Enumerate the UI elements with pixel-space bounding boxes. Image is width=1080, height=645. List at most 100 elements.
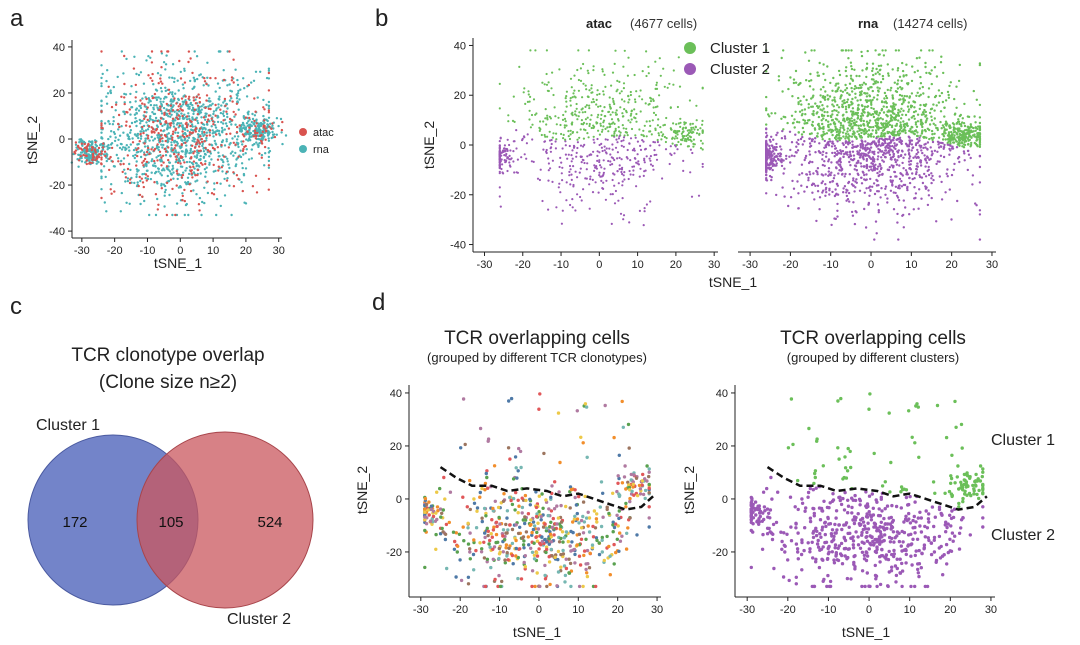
point-atac-cluster1 [580, 108, 583, 111]
point-atac-cluster1 [586, 132, 589, 135]
point-atac [183, 199, 186, 203]
point-atac [165, 121, 168, 125]
point-rna-cluster1 [813, 49, 816, 52]
point-atac-cluster2 [559, 191, 562, 194]
point-rna-cluster2 [835, 192, 838, 195]
point-rna-cluster1 [939, 120, 942, 124]
point-rna-cluster1 [781, 90, 784, 93]
point-atac-cluster1 [596, 93, 599, 96]
point-rna-cluster1 [903, 94, 906, 98]
point-rna-cluster2 [836, 149, 839, 153]
point-rna [95, 162, 98, 165]
point-rna-cluster1 [930, 129, 934, 133]
panel-b-atac-points [498, 49, 704, 227]
point-atac-cluster1 [528, 118, 531, 121]
point-rna-cluster1 [881, 77, 885, 81]
point-atac-cluster2 [599, 175, 602, 178]
point-atac-cluster1 [652, 111, 656, 114]
point-rna-cluster1 [782, 49, 785, 52]
point-rna-cluster1 [837, 82, 840, 85]
point-rna [151, 158, 154, 161]
point-rna-cluster1 [925, 71, 928, 75]
point-rna-cluster1 [935, 104, 938, 107]
point-atac [175, 184, 178, 187]
point-rna-cluster1 [860, 86, 863, 89]
point-rna [188, 105, 191, 109]
point-rna-cluster1 [893, 107, 897, 111]
point-rna-cluster1 [894, 115, 897, 119]
point-rna-cluster1 [824, 119, 828, 122]
point-rna [100, 82, 103, 85]
point-rna-cluster1 [946, 90, 950, 94]
point-rna [168, 170, 172, 173]
point-rna-cluster1 [849, 77, 853, 80]
point-rna [241, 121, 245, 125]
point-atac [160, 164, 163, 167]
point-rna [221, 139, 225, 142]
point-rna [172, 125, 176, 128]
point-atac-cluster1 [569, 133, 572, 136]
point-atac [142, 185, 145, 189]
point-rna-cluster1 [829, 123, 832, 126]
point-rna-cluster2 [929, 146, 932, 149]
point-atac-cluster1 [683, 123, 686, 126]
point-rna-cluster1 [886, 88, 889, 92]
point-rna-cluster1 [851, 79, 855, 83]
point-atac-cluster1 [655, 81, 659, 84]
point-atac [169, 124, 172, 127]
point-atac [217, 165, 220, 168]
point-rna-cluster1 [889, 110, 892, 113]
point-atac-cluster2 [508, 161, 511, 164]
point-rna-cluster2 [926, 141, 930, 144]
point-rna [234, 68, 237, 71]
point-rna [227, 163, 230, 166]
point-atac-cluster1 [599, 122, 602, 125]
point-rna-cluster1 [896, 69, 899, 72]
point-atac [140, 177, 143, 180]
point-rna [210, 125, 213, 128]
point-rna-cluster2 [888, 150, 891, 153]
point-rna-cluster1 [879, 81, 883, 84]
point-atac-cluster1 [608, 125, 611, 129]
point-rna-cluster2 [971, 183, 974, 186]
point-atac-cluster1 [677, 56, 680, 59]
point-rna-cluster1 [825, 132, 829, 135]
point-atac-cluster1 [507, 114, 510, 117]
point-atac-cluster2 [600, 142, 603, 145]
point-rna-cluster2 [902, 183, 905, 187]
point-atac-cluster1 [675, 123, 678, 126]
point-atac [159, 105, 162, 108]
point-atac-cluster2 [600, 179, 603, 182]
point-rna-cluster1 [839, 95, 843, 98]
point-rna-cluster1 [847, 133, 850, 136]
point-rna-cluster2 [803, 190, 806, 193]
point-rna-cluster1 [872, 96, 876, 99]
point-atac [171, 117, 175, 121]
point-atac-cluster1 [573, 95, 576, 98]
point-rna-cluster2 [889, 189, 893, 192]
point-rna [159, 97, 162, 101]
point-rna [251, 117, 255, 121]
point-atac-cluster2 [649, 144, 652, 147]
point-rna [212, 170, 215, 173]
point-rna-cluster1 [883, 91, 887, 95]
point-rna-cluster2 [926, 148, 929, 151]
point-atac [232, 185, 236, 188]
point-atac-cluster1 [531, 123, 534, 126]
point-rna-cluster1 [833, 123, 836, 126]
point-rna-cluster1 [947, 96, 951, 100]
point-rna-cluster2 [884, 193, 887, 196]
point-rna [197, 109, 201, 112]
point-atac-cluster1 [652, 106, 655, 109]
point-rna [259, 70, 262, 74]
point-atac-cluster2 [638, 175, 641, 178]
point-atac [79, 147, 83, 150]
point-rna-cluster2 [808, 160, 812, 163]
point-atac-cluster2 [499, 136, 502, 139]
point-rna [212, 112, 215, 116]
point-rna-cluster1 [869, 86, 872, 89]
point-atac-cluster2 [578, 171, 581, 174]
point-rna-cluster1 [972, 89, 975, 93]
point-atac [228, 50, 231, 53]
point-atac [189, 166, 192, 169]
